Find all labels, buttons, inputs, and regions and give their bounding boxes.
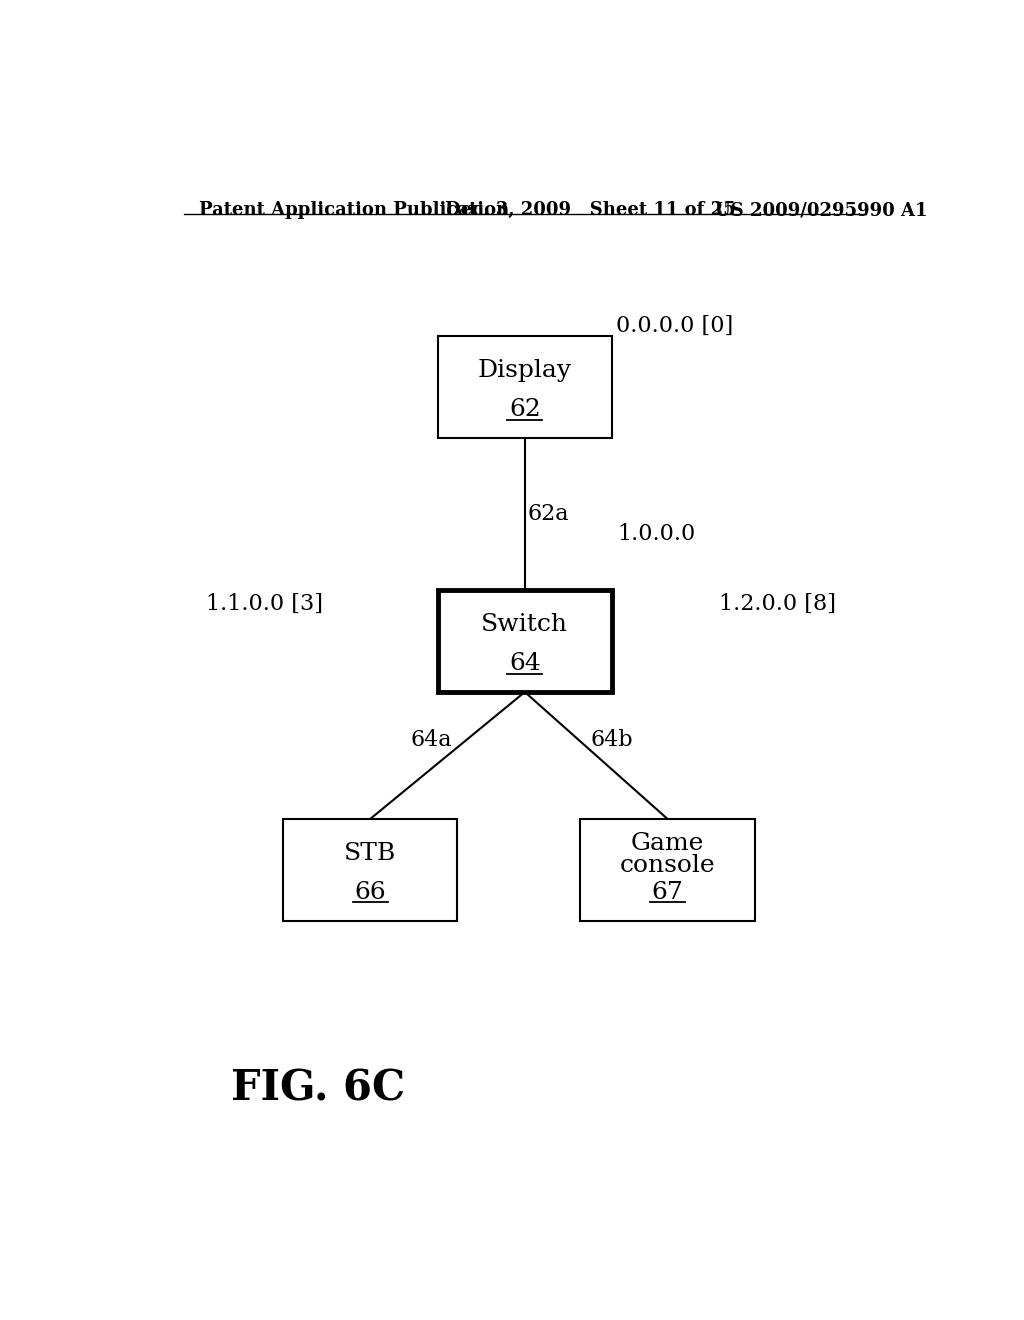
Text: Switch: Switch bbox=[481, 614, 568, 636]
Text: US 2009/0295990 A1: US 2009/0295990 A1 bbox=[715, 201, 928, 219]
Bar bbox=[283, 818, 458, 921]
Bar bbox=[437, 590, 612, 692]
Bar bbox=[581, 818, 755, 921]
Text: 62a: 62a bbox=[527, 503, 569, 525]
Bar bbox=[437, 337, 612, 438]
Text: 0.0.0.0 [0]: 0.0.0.0 [0] bbox=[616, 315, 733, 337]
Text: 66: 66 bbox=[354, 880, 386, 904]
Text: 1.1.0.0 [3]: 1.1.0.0 [3] bbox=[206, 593, 323, 615]
Text: 62: 62 bbox=[509, 397, 541, 421]
Text: 1.2.0.0 [8]: 1.2.0.0 [8] bbox=[719, 593, 837, 615]
Text: console: console bbox=[620, 854, 716, 878]
Text: FIG. 6C: FIG. 6C bbox=[231, 1068, 406, 1109]
Text: Patent Application Publication: Patent Application Publication bbox=[200, 201, 510, 219]
Text: 64: 64 bbox=[509, 652, 541, 675]
Text: Dec. 3, 2009   Sheet 11 of 25: Dec. 3, 2009 Sheet 11 of 25 bbox=[445, 201, 736, 219]
Text: 67: 67 bbox=[651, 880, 684, 904]
Text: STB: STB bbox=[344, 842, 396, 865]
Text: Game: Game bbox=[631, 832, 705, 855]
Text: Display: Display bbox=[478, 359, 571, 383]
Text: 64b: 64b bbox=[591, 729, 634, 751]
Text: 1.0.0.0: 1.0.0.0 bbox=[617, 524, 696, 545]
Text: 64a: 64a bbox=[411, 729, 453, 751]
